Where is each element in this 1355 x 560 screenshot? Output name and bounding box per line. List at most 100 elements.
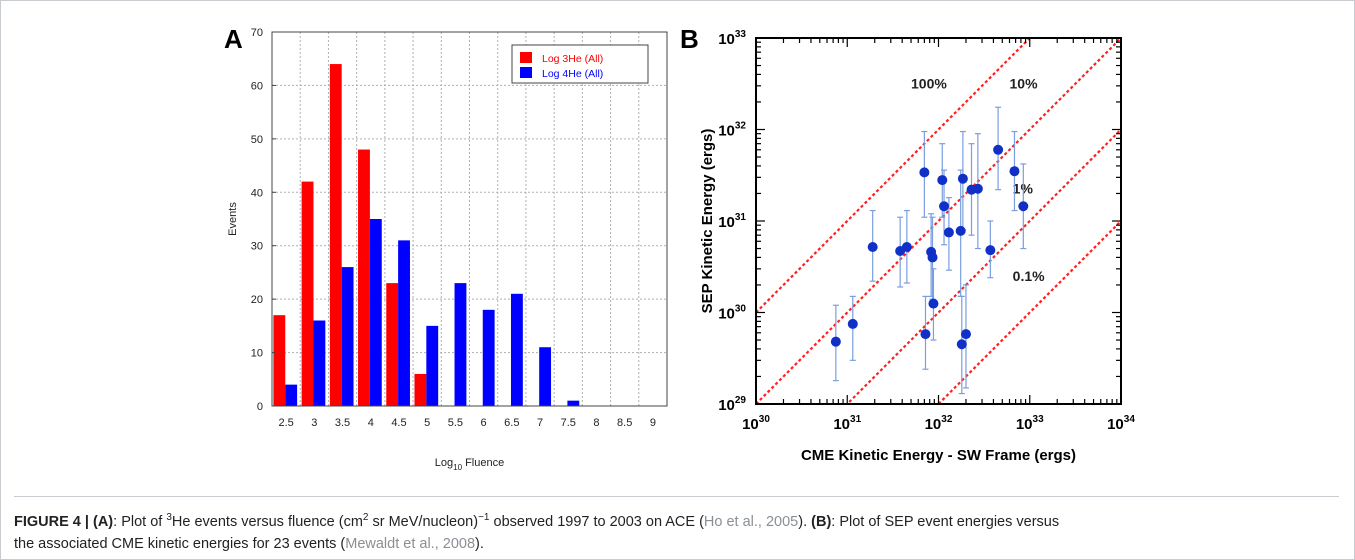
y-tick-label: 40 — [251, 187, 263, 199]
legend-label: Log 4He (All) — [542, 68, 603, 80]
x-tick-label: 2.5 — [278, 417, 293, 429]
data-point — [919, 167, 930, 178]
bar-he3 — [358, 149, 370, 407]
data-point — [927, 252, 938, 263]
x-tick-label: 4.5 — [391, 417, 406, 429]
caption-text: : Plot of — [113, 514, 167, 530]
reference-line — [756, 38, 1121, 404]
data-point — [867, 241, 878, 252]
x-tick-label: 5.5 — [448, 417, 463, 429]
bar-he4 — [426, 325, 439, 406]
y-tick-label: 1029 — [718, 395, 746, 414]
caption-text: the associated CME kinetic energies for … — [14, 536, 346, 552]
reference-line-label: 0.1% — [1013, 268, 1045, 284]
bar-he4 — [398, 240, 410, 406]
reference-line-label: 100% — [911, 76, 947, 92]
bar-he4 — [510, 293, 523, 406]
y-tick-label: 30 — [251, 241, 263, 253]
x-tick-label: 1033 — [1016, 414, 1044, 433]
data-point — [957, 173, 968, 184]
legend-swatch — [520, 67, 532, 78]
caption-reference-mewaldt[interactable]: Mewaldt et al., 2008 — [345, 536, 476, 552]
energy-scatter-chart: 100%10%1%0.1%103010311032103310341029103… — [699, 29, 1135, 464]
caption-text: ). — [798, 514, 812, 530]
bar-he3 — [273, 315, 286, 406]
histogram-chart: 0 10 20 30 40 50 60 70 2.5 3 3.5 4 4.5 5 5.5 6 6.5 7 7.5 8 8… — [227, 27, 668, 472]
x-tick-label: 6 — [481, 417, 487, 429]
bar-he4 — [285, 384, 298, 406]
x-tick-label: 7 — [537, 417, 543, 429]
y-axis-label: Events — [227, 202, 239, 236]
x-tick-label: 8 — [593, 417, 599, 429]
data-point — [955, 225, 966, 236]
bar-he4 — [341, 267, 354, 406]
data-point — [972, 183, 983, 194]
panel-label-b: B — [680, 24, 699, 54]
data-point — [985, 245, 996, 256]
data-point — [847, 318, 858, 329]
data-point — [1018, 201, 1029, 212]
legend-swatch — [520, 52, 532, 63]
bar-he4 — [313, 320, 326, 406]
x-tick-label: 6.5 — [504, 417, 519, 429]
x-tick-label: 5 — [424, 417, 430, 429]
y-tick-label: 1032 — [718, 121, 746, 140]
y-tick-label: 60 — [251, 80, 263, 92]
y-tick-label: 1033 — [718, 29, 746, 48]
bar-he4 — [454, 283, 467, 406]
x-axis-label: Log10 Fluence — [435, 457, 504, 472]
data-point — [830, 336, 841, 347]
data-point — [956, 339, 967, 350]
caption-figure-label: FIGURE 4 | — [14, 514, 93, 530]
caption-text: observed 1997 to 2003 on ACE ( — [489, 514, 704, 530]
caption-superscript: −1 — [478, 512, 490, 524]
bar-he3 — [414, 373, 427, 406]
y-tick-label: 1031 — [718, 212, 746, 231]
bar-he3 — [301, 181, 314, 406]
y-tick-label: 50 — [251, 134, 263, 146]
panel-label-a: A — [224, 24, 243, 54]
caption-text: : Plot of SEP event energies versus — [831, 514, 1060, 530]
x-tick-label: 8.5 — [617, 417, 632, 429]
caption-reference-ho[interactable]: Ho et al., 2005 — [703, 514, 799, 530]
figure-caption: FIGURE 4 | (A): Plot of 3He events versu… — [14, 496, 1339, 555]
reference-lines — [756, 38, 1121, 404]
caption-panel-a-label: (A) — [93, 514, 114, 530]
caption-superscript: 3 — [166, 512, 172, 524]
x-tick-label: 1031 — [833, 414, 861, 433]
y-axis-label: SEP Kinetic Energy (ergs) — [699, 129, 716, 314]
data-point — [939, 201, 950, 212]
data-point — [960, 329, 971, 340]
reference-line-label: 10% — [1010, 76, 1039, 92]
data-point — [943, 227, 954, 238]
plot-frame — [271, 31, 668, 407]
x-tick-label: 3.5 — [335, 417, 350, 429]
bar-he4 — [539, 347, 552, 406]
bar-he3 — [386, 283, 399, 406]
legend-label: Log 3He (All) — [542, 53, 603, 65]
data-point — [1009, 166, 1020, 177]
bar-he3 — [329, 64, 342, 407]
figure-charts: 0 10 20 30 40 50 60 70 2.5 3 3.5 4 4.5 5 5.5 6 6.5 7 7.5 8 8… — [227, 27, 1135, 472]
legend-box — [511, 44, 649, 84]
caption-panel-b-label: (B) — [811, 514, 832, 530]
caption-superscript: 2 — [362, 512, 369, 524]
x-tick-label: 4 — [368, 417, 374, 429]
y-tick-label: 0 — [257, 401, 263, 413]
y-tick-label: 1030 — [718, 304, 746, 323]
data-point — [993, 144, 1004, 155]
data-point — [901, 241, 912, 252]
reference-line — [845, 128, 1121, 404]
data-point — [937, 175, 948, 186]
x-tick-label: 7.5 — [561, 417, 576, 429]
y-tick-label: 70 — [251, 27, 263, 39]
x-tick-label: 1030 — [742, 414, 770, 433]
reference-line — [936, 220, 1121, 404]
x-tick-label: 9 — [650, 417, 656, 429]
data-point — [920, 329, 931, 340]
y-tick-label: 10 — [251, 348, 263, 360]
bar-he4 — [369, 219, 382, 406]
data-point — [928, 298, 939, 309]
bar-he4 — [567, 400, 580, 406]
x-tick-label: 1032 — [925, 414, 953, 433]
